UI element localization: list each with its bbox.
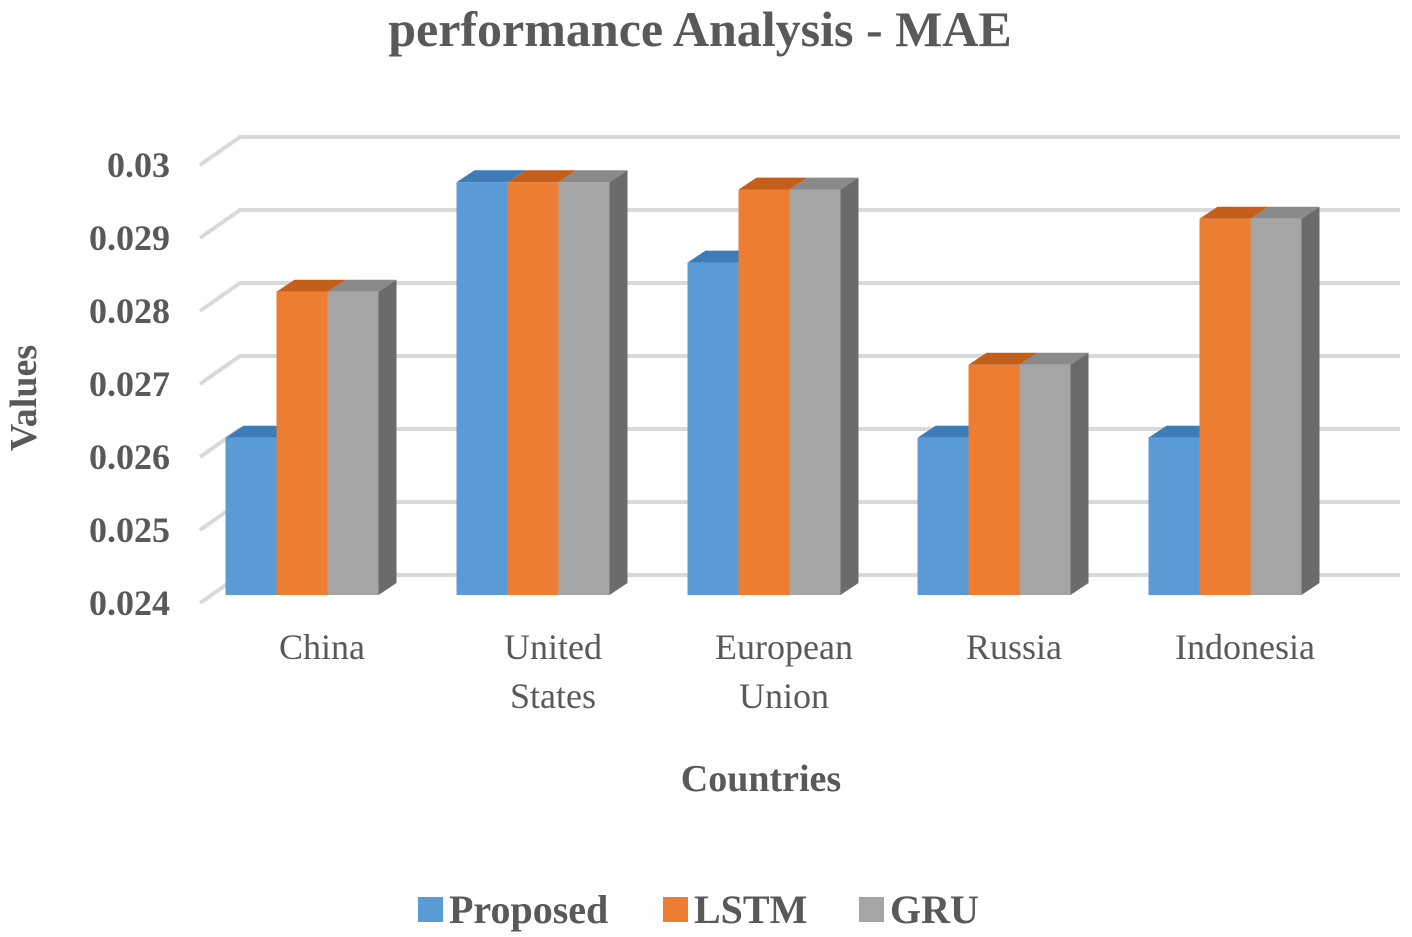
bar-lstm-4 — [1199, 206, 1269, 596]
bar-front — [1019, 364, 1071, 595]
legend: Proposed LSTM GRU — [418, 887, 979, 932]
bar-top — [738, 177, 808, 190]
bar-front — [558, 182, 610, 596]
bar-top — [507, 170, 577, 183]
bar-top — [456, 170, 526, 183]
y-tick-label: 0.028 — [89, 291, 170, 331]
bars — [225, 170, 1320, 596]
bar-gru-3 — [1019, 352, 1089, 595]
bar-front — [917, 437, 969, 595]
y-axis-ticks: 0.024 0.025 0.026 0.027 0.028 0.029 0.03 — [89, 145, 170, 623]
bar-front — [738, 189, 790, 595]
legend-label: LSTM — [694, 887, 807, 932]
bar-top — [1199, 206, 1269, 219]
bar-front — [789, 189, 841, 595]
bar-side — [1301, 206, 1320, 596]
bar-front — [276, 291, 328, 595]
y-tick-label: 0.025 — [89, 510, 170, 550]
y-tick-label: 0.03 — [107, 145, 170, 185]
bar-front — [1148, 437, 1200, 595]
bar-gru-1 — [558, 170, 628, 596]
y-axis-title: Values — [3, 345, 45, 451]
bar-top — [789, 177, 859, 190]
legend-item-lstm: LSTM — [663, 887, 807, 932]
bar-front — [327, 291, 379, 595]
bar-side — [378, 279, 397, 595]
bar-lstm-3 — [968, 352, 1038, 595]
legend-label: GRU — [890, 887, 979, 932]
legend-item-gru: GRU — [859, 887, 979, 932]
x-axis-title: Countries — [681, 758, 841, 800]
bar-front — [456, 182, 508, 596]
gridline — [198, 281, 1400, 313]
x-tick-label: Russia — [966, 627, 1062, 667]
gridline — [198, 208, 1400, 240]
chart-title: performance Analysis - MAE — [388, 1, 1012, 57]
bar-side — [1070, 352, 1089, 595]
bar-side — [840, 177, 859, 595]
legend-swatch — [418, 897, 443, 922]
bar-lstm-2 — [738, 177, 808, 595]
bar-proposed-1 — [456, 170, 526, 596]
bar-top — [276, 279, 346, 292]
bar-front — [507, 182, 559, 596]
y-tick-label: 0.024 — [89, 583, 170, 623]
legend-swatch — [859, 897, 884, 922]
gridline — [198, 135, 1400, 167]
y-tick-label: 0.027 — [89, 364, 170, 404]
legend-swatch — [663, 897, 688, 922]
bar-gru-2 — [789, 177, 859, 595]
bar-top — [1250, 206, 1320, 219]
y-tick-label: 0.029 — [89, 218, 170, 258]
bar-front — [1250, 218, 1302, 596]
bar-top — [968, 352, 1038, 365]
x-tick-label: European Union — [715, 627, 853, 716]
bar-front — [1199, 218, 1251, 596]
x-tick-label: United States — [504, 627, 602, 716]
bar-side — [609, 170, 628, 596]
legend-label: Proposed — [449, 887, 608, 932]
bar-proposed-0 — [225, 425, 295, 595]
bar-top — [327, 279, 397, 292]
x-tick-label: Indonesia — [1175, 627, 1315, 667]
bar-lstm-1 — [507, 170, 577, 596]
x-tick-label: China — [279, 627, 365, 667]
bar-gru-4 — [1250, 206, 1320, 596]
bar-lstm-0 — [276, 279, 346, 595]
bar-front — [225, 437, 277, 595]
bar-gru-0 — [327, 279, 397, 595]
y-tick-label: 0.026 — [89, 437, 170, 477]
bar-top — [1019, 352, 1089, 365]
legend-item-proposed: Proposed — [418, 887, 608, 932]
bar-front — [968, 364, 1020, 595]
x-axis-ticks: China United States European Union Russia Indo… — [279, 627, 1315, 716]
bar-front — [687, 262, 739, 595]
bar-top — [558, 170, 628, 183]
